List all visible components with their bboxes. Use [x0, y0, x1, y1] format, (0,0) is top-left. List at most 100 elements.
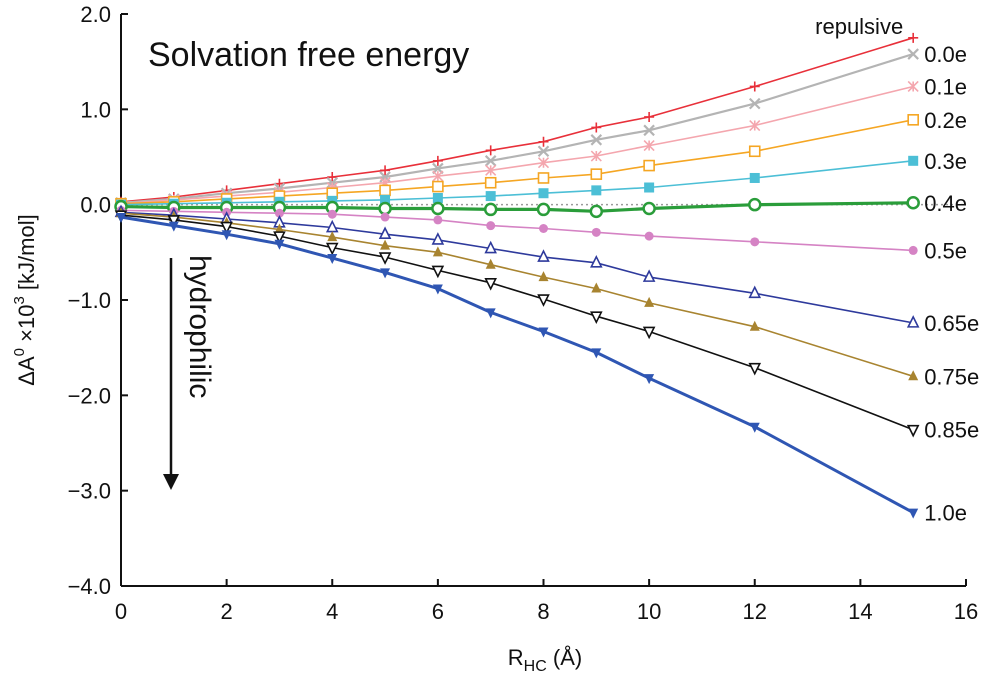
data-point	[749, 422, 760, 433]
series-label: 0.75e	[924, 364, 979, 389]
data-point	[591, 282, 602, 293]
series-line	[120, 85, 914, 205]
series-label: 0.1e	[924, 74, 967, 99]
x-axis-label: RHC (Å)	[508, 645, 582, 673]
data-point	[273, 231, 286, 244]
data-point	[906, 315, 920, 328]
y-tick-label: −1.0	[68, 288, 111, 313]
data-point	[748, 285, 762, 299]
data-point	[431, 265, 445, 279]
data-point	[484, 278, 497, 291]
data-point	[327, 172, 338, 183]
data-point	[642, 201, 656, 216]
data-point	[748, 197, 762, 212]
data-point	[432, 246, 443, 257]
data-point	[590, 255, 603, 268]
data-point	[908, 508, 919, 519]
data-point	[378, 201, 392, 216]
data-point	[644, 296, 655, 307]
data-point	[906, 196, 920, 210]
data-point	[590, 150, 602, 162]
series-label: 0.4e	[924, 191, 967, 216]
data-point	[643, 124, 655, 137]
data-point	[907, 48, 919, 60]
data-point	[907, 80, 919, 93]
data-point	[591, 122, 602, 133]
data-point	[168, 221, 179, 232]
data-point	[590, 168, 603, 180]
data-point	[642, 269, 656, 282]
data-point	[643, 159, 655, 172]
data-point	[538, 136, 549, 147]
data-point	[748, 362, 762, 376]
data-point	[221, 230, 232, 241]
data-point	[274, 208, 284, 218]
data-point	[749, 320, 760, 331]
data-point	[537, 294, 550, 307]
data-point	[432, 192, 443, 203]
data-point	[748, 97, 761, 110]
series-line	[120, 209, 914, 252]
x-tick-label: 10	[637, 599, 661, 624]
x-axis-label-unit: (Å)	[547, 645, 582, 670]
y-tick-label: 0.0	[80, 193, 111, 218]
data-point	[908, 155, 919, 166]
data-point	[432, 170, 444, 182]
series-line	[120, 215, 914, 514]
data-point	[749, 119, 761, 132]
x-axis-label-main: R	[508, 645, 524, 670]
data-point	[431, 201, 445, 216]
data-point	[484, 176, 497, 189]
data-point	[378, 226, 392, 240]
data-point	[591, 185, 602, 196]
data-point	[483, 202, 498, 217]
y-axis-label-mid: ×10	[14, 305, 39, 348]
y-tick-label: −4.0	[68, 574, 111, 599]
data-point	[589, 204, 604, 219]
x-tick-label: 12	[743, 599, 767, 624]
data-point	[536, 202, 551, 217]
data-point	[167, 215, 181, 228]
data-point	[644, 182, 655, 193]
data-point	[380, 165, 391, 176]
data-point	[327, 254, 338, 265]
series-label: 0.5e	[924, 238, 967, 263]
y-tick-label: 1.0	[80, 97, 111, 122]
series-085e: 0.85e	[114, 210, 979, 443]
y-axis-label-sup1: 0	[11, 348, 28, 356]
data-point	[591, 348, 602, 359]
data-point	[590, 311, 603, 324]
chart-title: Solvation free energy	[148, 36, 469, 74]
data-point	[431, 232, 445, 245]
x-tick-label: 6	[432, 599, 444, 624]
series-label: 0.85e	[924, 418, 979, 443]
data-point	[749, 172, 760, 183]
series-label: 1.0e	[924, 501, 967, 526]
data-point	[220, 221, 233, 235]
data-point	[750, 237, 760, 247]
plot-area: 2.0 1.0 0.0 −1.0 −2.0 −3.0 −4.00 2 4 6 8 10 12 14 16 re…	[68, 2, 980, 624]
data-point	[537, 172, 550, 184]
data-point	[274, 239, 285, 250]
x-axis-label-sub: HC	[524, 658, 547, 673]
x-tick-label: 8	[537, 599, 549, 624]
data-point	[484, 240, 497, 254]
series-repulsive: repulsive	[116, 14, 919, 207]
data-point	[749, 81, 760, 92]
series-075e: 0.75e	[116, 207, 979, 389]
y-tick-label: 2.0	[80, 2, 111, 27]
data-point	[380, 268, 391, 279]
y-axis-label-unit: [kJ/mol]	[14, 214, 39, 296]
data-point	[907, 114, 919, 126]
data-point	[537, 145, 550, 158]
data-point	[748, 145, 761, 158]
data-point	[379, 184, 391, 197]
data-point	[485, 258, 496, 269]
data-point	[591, 227, 601, 237]
data-point	[485, 308, 496, 319]
data-point	[644, 231, 654, 241]
hydrophilic-label: hydrophilic	[183, 255, 216, 398]
data-point	[908, 32, 919, 43]
data-point	[116, 213, 126, 224]
data-point	[484, 155, 497, 167]
